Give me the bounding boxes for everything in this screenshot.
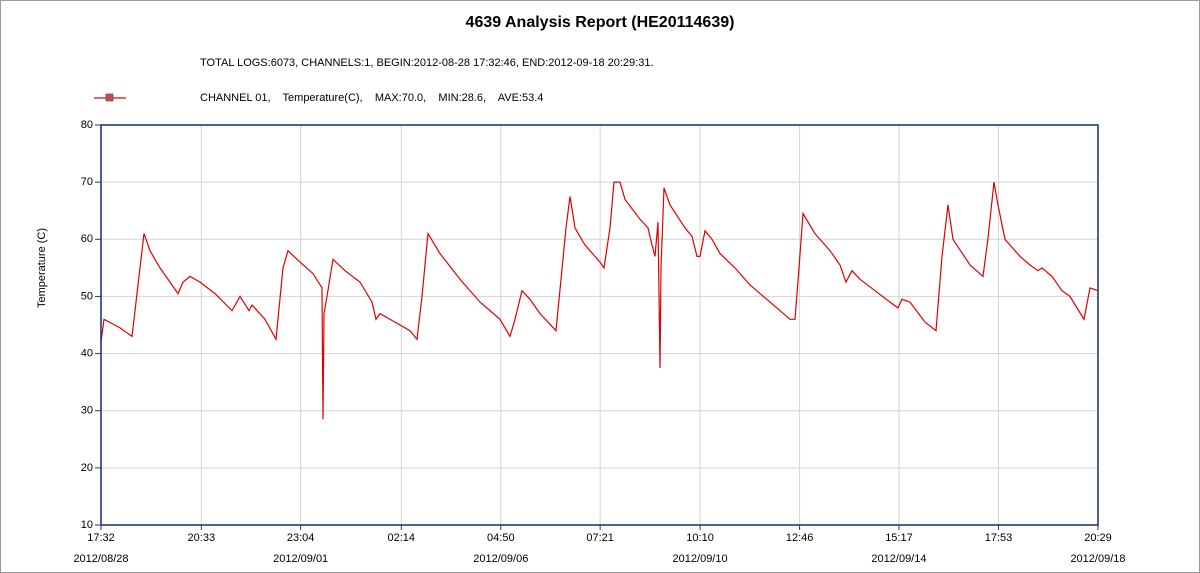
- x-date-label: 2012/08/28: [73, 553, 128, 565]
- y-tick-label: 70: [81, 176, 93, 188]
- x-tick-label: 02:14: [388, 532, 416, 544]
- x-tick-label: 10:10: [686, 532, 714, 544]
- y-tick-label: 40: [81, 347, 93, 359]
- x-date-label: 2012/09/14: [871, 553, 926, 565]
- legend-marker: [105, 93, 114, 102]
- x-tick-label: 20:29: [1084, 532, 1112, 544]
- x-tick-label: 20:33: [188, 532, 216, 544]
- x-tick-label: 15:17: [885, 532, 913, 544]
- data-line: [100, 181, 1099, 420]
- x-tick-label: 07:21: [586, 532, 614, 544]
- y-tick-label: 50: [81, 290, 93, 302]
- y-tick-label: 10: [81, 519, 93, 531]
- x-tick-label: 17:53: [985, 532, 1013, 544]
- x-date-label: 2012/09/18: [1070, 553, 1125, 565]
- chart-subtitle: TOTAL LOGS:6073, CHANNELS:1, BEGIN:2012-…: [200, 57, 654, 69]
- x-tick-label: 12:46: [786, 532, 814, 544]
- x-date-label: 2012/09/06: [473, 553, 528, 565]
- chart-title: 4639 Analysis Report (HE20114639): [466, 14, 735, 31]
- y-tick-label: 30: [81, 405, 93, 417]
- x-tick-label: 23:04: [287, 532, 315, 544]
- y-tick-label: 60: [81, 233, 93, 245]
- x-date-label: 2012/09/01: [273, 553, 328, 565]
- x-tick-label: 04:50: [487, 532, 515, 544]
- legend-label: CHANNEL 01, Temperature(C), MAX:70.0, MI…: [200, 92, 543, 104]
- x-tick-label: 17:32: [87, 532, 115, 544]
- y-axis-label: Temperature (C): [36, 228, 48, 308]
- plot-frame: [100, 124, 1099, 526]
- x-date-label: 2012/09/10: [673, 553, 728, 565]
- y-tick-label: 20: [81, 462, 93, 474]
- y-tick-label: 80: [81, 119, 93, 131]
